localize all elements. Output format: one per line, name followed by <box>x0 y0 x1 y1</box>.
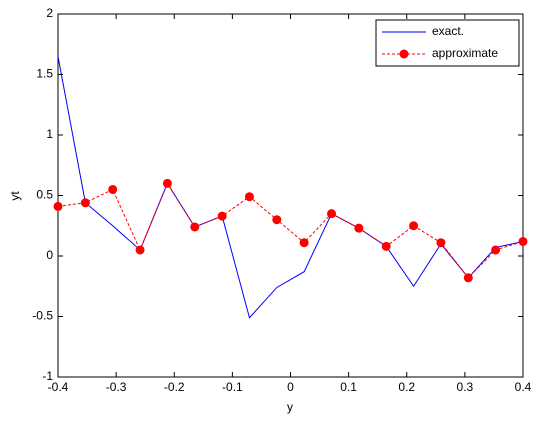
series-marker <box>108 184 118 194</box>
series-marker <box>436 238 446 248</box>
series-marker <box>244 192 254 202</box>
legend-label: exact. <box>432 24 464 38</box>
x-tick-label: 0.4 <box>515 380 532 394</box>
series-marker <box>327 209 337 219</box>
legend-label: approximate <box>432 46 498 60</box>
y-tick-label: 0.5 <box>36 188 53 202</box>
y-tick-label: 0 <box>46 248 53 262</box>
y-tick-label: 1.5 <box>36 67 53 81</box>
series-marker <box>217 211 227 221</box>
series-marker <box>354 223 364 233</box>
series-marker <box>381 241 391 251</box>
series-marker <box>463 273 473 283</box>
series-marker <box>299 238 309 248</box>
x-tick-label: -0.1 <box>222 380 243 394</box>
series-marker <box>491 245 501 255</box>
x-tick-label: 0 <box>287 380 294 394</box>
y-tick-label: -0.5 <box>32 309 53 323</box>
legend-box <box>375 19 520 67</box>
series-marker <box>80 198 90 208</box>
series-marker <box>190 222 200 232</box>
x-tick-label: 0.3 <box>457 380 474 394</box>
x-tick-label: -0.4 <box>48 380 69 394</box>
series-line <box>57 56 524 319</box>
legend-marker <box>399 49 409 59</box>
y-tick-label: 1 <box>46 127 53 141</box>
x-axis-label: y <box>287 400 293 414</box>
series-marker <box>162 178 172 188</box>
y-tick-label: -1 <box>42 369 53 383</box>
plot-area <box>57 13 524 378</box>
series-marker <box>53 201 63 211</box>
y-axis-label: yt <box>8 191 22 201</box>
y-tick-label: 2 <box>46 6 53 20</box>
series-marker <box>272 215 282 225</box>
series-marker <box>135 245 145 255</box>
series-marker <box>518 236 528 246</box>
x-tick-label: 0.1 <box>340 380 357 394</box>
x-tick-label: 0.2 <box>398 380 415 394</box>
x-tick-label: -0.3 <box>106 380 127 394</box>
series-marker <box>409 221 419 231</box>
x-tick-label: -0.2 <box>164 380 185 394</box>
